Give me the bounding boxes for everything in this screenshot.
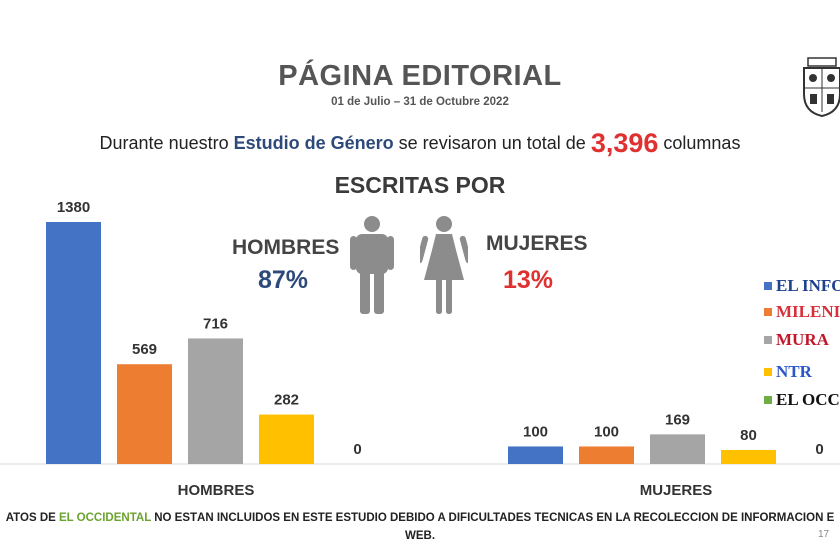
- category-label-hombres: HOMBRES: [178, 482, 255, 499]
- legend-label: MURA: [776, 330, 829, 349]
- legend-swatch: [764, 396, 772, 404]
- bar-mujeres-1: [579, 446, 634, 464]
- footnote-suffix: NO ESTÁN INCLUIDOS EN ESTE ESTUDIO DEBID…: [154, 512, 835, 524]
- legend-label: EL OCCI: [776, 390, 840, 409]
- data-label-hombres-1: 569: [132, 341, 157, 358]
- intro-highlight: Estudio de Género: [233, 133, 394, 153]
- data-label-mujeres-2: 169: [665, 411, 690, 428]
- legend-label: NTR: [776, 362, 812, 381]
- women-percentage: 13%: [503, 266, 554, 294]
- chart-subtitle: ESCRITAS POR: [334, 172, 506, 198]
- bar-mujeres-2: [650, 434, 705, 464]
- intro-total: 3,396: [590, 128, 659, 158]
- data-label-hombres-4: 0: [353, 441, 361, 458]
- woman-icon: [420, 216, 468, 314]
- data-label-mujeres-0: 100: [523, 423, 548, 440]
- bar-mujeres-3: [721, 449, 776, 464]
- data-label-mujeres-4: 0: [815, 441, 823, 458]
- intro-suffix: columnas: [663, 133, 741, 153]
- legend-swatch: [764, 282, 772, 290]
- intro-text: Durante nuestro Estudio de Género se rev…: [0, 128, 840, 159]
- category-label-mujeres: MUJERES: [640, 482, 713, 499]
- footnote: ATOS DE EL OCCIDENTAL NO ESTÁN INCLUIDOS…: [0, 512, 840, 524]
- intro-mid: se revisaron un total de: [398, 133, 586, 153]
- man-icon: [350, 216, 394, 314]
- data-label-hombres-2: 716: [203, 315, 228, 332]
- page-title: PÁGINA EDITORIAL: [278, 60, 562, 92]
- legend-label: MILENI: [776, 302, 840, 321]
- bar-hombres-0: [46, 222, 101, 464]
- legend-swatch: [764, 336, 772, 344]
- data-label-hombres-0: 1380: [57, 199, 90, 216]
- page-number: 17: [818, 529, 830, 540]
- men-percentage: 87%: [258, 266, 309, 294]
- footnote-prefix: ATOS DE: [5, 512, 56, 524]
- data-label-hombres-3: 282: [274, 392, 299, 409]
- men-label: HOMBRES: [232, 236, 340, 259]
- bar-mujeres-0: [508, 446, 563, 464]
- bar-hombres-1: [117, 364, 172, 464]
- intro-prefix: Durante nuestro: [99, 133, 229, 153]
- legend-label: EL INFO: [776, 276, 840, 295]
- legend-swatch: [764, 308, 772, 316]
- bar-hombres-2: [188, 338, 243, 464]
- footnote-highlight: EL OCCIDENTAL: [59, 512, 152, 524]
- bar-hombres-3: [259, 414, 314, 464]
- footnote-line2: WEB.: [404, 530, 436, 542]
- women-label: MUJERES: [486, 232, 588, 255]
- data-label-mujeres-1: 100: [594, 423, 619, 440]
- date-range: 01 de Julio – 31 de Octubre 2022: [331, 96, 509, 108]
- legend-swatch: [764, 368, 772, 376]
- data-label-mujeres-3: 80: [740, 427, 757, 444]
